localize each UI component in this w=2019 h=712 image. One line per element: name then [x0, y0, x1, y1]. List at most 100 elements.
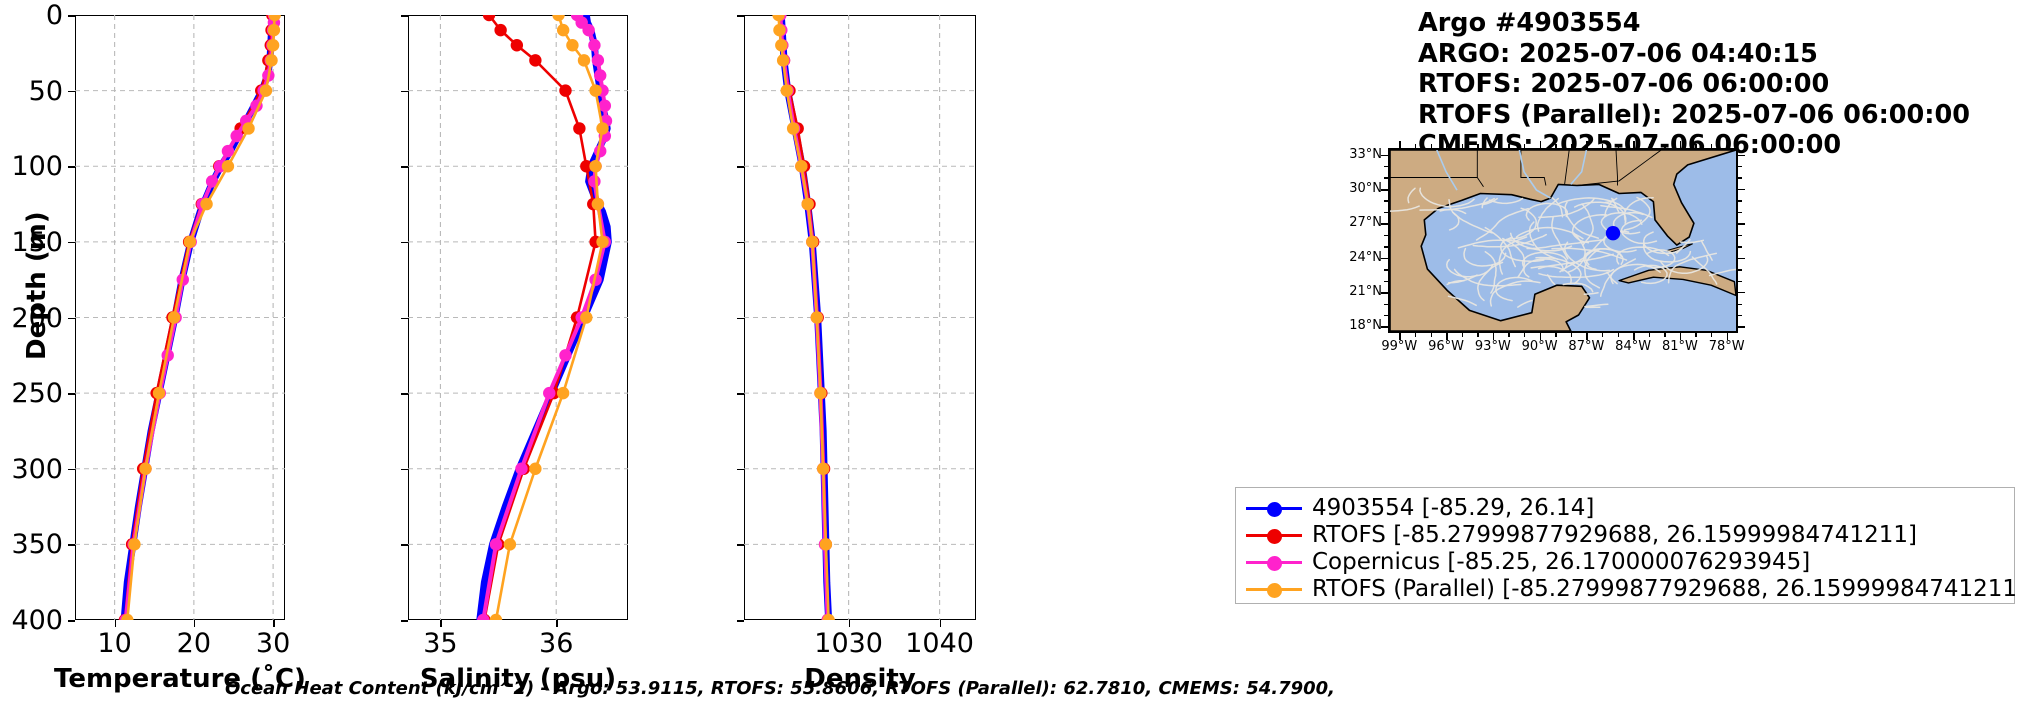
map-lat-minor-tick — [1384, 246, 1388, 248]
map-lat-minor-tick — [1384, 177, 1388, 179]
legend-line-swatch — [1246, 556, 1302, 571]
map-lat-minor-tick — [1381, 223, 1388, 225]
map-lon-minor-tick-top — [1617, 144, 1619, 148]
map-lat-minor-tick-right — [1738, 246, 1742, 248]
depth-tick-label: 350 — [11, 529, 63, 561]
map-lon-minor-tick-top — [1711, 144, 1713, 148]
ytick-mark — [68, 15, 75, 17]
ytick-mark — [737, 393, 744, 395]
x-tick-label: 20 — [176, 628, 212, 659]
map-lon-minor-tick — [1446, 333, 1448, 340]
depth-tick-label: 400 — [11, 605, 63, 636]
map-lon-tick-label: 99°W — [1381, 339, 1418, 354]
depth-tick-label: 0 — [45, 0, 63, 31]
map-lat-minor-tick — [1381, 326, 1388, 328]
ytick-mark — [401, 317, 408, 320]
map-lon-tick-label: 96°W — [1428, 339, 1465, 354]
map-lon-minor-tick — [1617, 333, 1619, 337]
map-lat-minor-tick — [1384, 269, 1388, 271]
map-lon-minor-tick — [1508, 333, 1510, 337]
map-lon-minor-tick — [1555, 333, 1557, 337]
map-lon-minor-tick-top — [1414, 144, 1417, 148]
rtofs-timestamp: RTOFS: 2025-07-06 06:00:00 — [1418, 69, 1830, 100]
map-lon-tick-label: 84°W — [1615, 339, 1652, 354]
map-lon-minor-tick-top — [1664, 144, 1666, 148]
map-lat-minor-tick-right — [1738, 200, 1742, 202]
map-lon-minor-tick-top — [1524, 144, 1526, 148]
map-lat-minor-tick-right — [1738, 177, 1742, 179]
map-lat-minor-tick — [1381, 154, 1388, 156]
salinity-axis-label: Salinity (psu) — [419, 664, 617, 694]
depth-tick-label: 300 — [11, 453, 63, 485]
depth-tick-label: 150 — [11, 226, 63, 258]
map-lon-tick-label: 90°W — [1521, 339, 1558, 354]
map-lat-minor-tick — [1384, 166, 1388, 168]
map-lon-minor-tick — [1726, 333, 1729, 340]
xtick-mark — [193, 620, 196, 627]
map-lat-tick-label: 21°N — [1349, 284, 1382, 300]
map-lat-tick-label: 33°N — [1349, 146, 1382, 162]
ytick-mark — [68, 393, 75, 395]
xtick-mark — [939, 620, 942, 627]
ytick-mark — [737, 15, 744, 17]
legend-line-swatch — [1246, 502, 1302, 517]
ytick-mark — [68, 544, 75, 546]
ytick-mark — [737, 544, 744, 546]
rtofs-parallel-timestamp: RTOFS (Parallel): 2025-07-06 06:00:00 — [1418, 99, 1970, 130]
ytick-mark — [401, 468, 408, 471]
xtick-mark — [848, 620, 851, 627]
legend-item-rtofs[interactable]: RTOFS [-85.27999877929688, 26.1599998474… — [1246, 521, 1917, 549]
ytick-mark — [401, 166, 408, 168]
legend-item-copernicus[interactable]: Copernicus [-85.25, 26.170000076293945] — [1246, 548, 1810, 576]
ytick-mark — [68, 317, 75, 320]
map-lat-minor-tick-right — [1738, 223, 1745, 225]
map-lon-minor-tick — [1430, 333, 1432, 337]
series-legend: 4903554 [-85.29, 26.14] RTOFS [-85.279998… — [1235, 487, 2019, 604]
map-lat-minor-tick-right — [1738, 188, 1745, 191]
map-lon-minor-tick — [1492, 333, 1495, 340]
legend-item-label: 4903554 [-85.29, 26.14] — [1312, 495, 1595, 521]
map-lat-minor-tick — [1384, 200, 1388, 202]
map-lat-minor-tick-right — [1738, 211, 1742, 214]
map-lat-minor-tick — [1384, 303, 1388, 305]
map-lon-tick-label: 81°W — [1661, 339, 1698, 354]
xtick-mark — [556, 620, 558, 627]
map-lat-minor-tick — [1381, 257, 1388, 260]
map-lat-tick-label: 24°N — [1349, 249, 1382, 265]
map-lon-minor-tick — [1679, 333, 1682, 340]
map-lon-tick-label: 87°W — [1568, 339, 1605, 354]
salinity-plot-svg — [408, 15, 628, 620]
map-lat-minor-tick-right — [1738, 326, 1745, 328]
temperature-plot-svg — [75, 15, 285, 620]
x-tick-label: 36 — [539, 628, 574, 659]
map-lon-minor-tick-top — [1539, 141, 1541, 148]
map-lat-tick-label: 30°N — [1349, 180, 1382, 196]
map-lat-minor-tick — [1381, 292, 1388, 294]
map-lon-minor-tick-top — [1555, 144, 1557, 148]
ytick-mark — [68, 468, 75, 471]
map-lon-minor-tick — [1695, 333, 1697, 337]
x-tick-label: 10 — [97, 628, 132, 659]
depth-tick-label: 100 — [11, 151, 63, 183]
legend-line-swatch — [1246, 583, 1302, 598]
map-lon-minor-tick-top — [1648, 144, 1651, 148]
map-lon-minor-tick — [1539, 333, 1541, 340]
xtick-mark — [440, 620, 442, 627]
legend-line-swatch — [1246, 529, 1302, 544]
depth-tick-label: 250 — [11, 378, 63, 410]
map-lat-minor-tick — [1384, 211, 1388, 214]
map-lon-minor-tick-top — [1446, 141, 1448, 148]
location-map[interactable] — [1388, 148, 1738, 333]
ytick-mark — [401, 241, 408, 244]
legend-marker-dot — [1266, 502, 1282, 517]
legend-item-rtofs-parallel[interactable]: RTOFS (Parallel) [-85.27999877929688, 26… — [1246, 575, 2019, 603]
header-info-block: Argo #4903554 ARGO: 2025-07-06 04:40:15 … — [1418, 8, 1970, 161]
map-lon-minor-tick-top — [1508, 144, 1510, 148]
depth-tick-label: 200 — [11, 302, 63, 334]
xtick-mark — [114, 620, 117, 627]
map-lon-minor-tick — [1633, 333, 1635, 340]
legend-item-argo[interactable]: 4903554 [-85.29, 26.14] — [1246, 494, 1594, 522]
map-lat-minor-tick-right — [1738, 269, 1742, 271]
map-lat-minor-tick — [1384, 314, 1388, 317]
temperature-axis-label: Temperature (˚C) — [54, 664, 306, 694]
